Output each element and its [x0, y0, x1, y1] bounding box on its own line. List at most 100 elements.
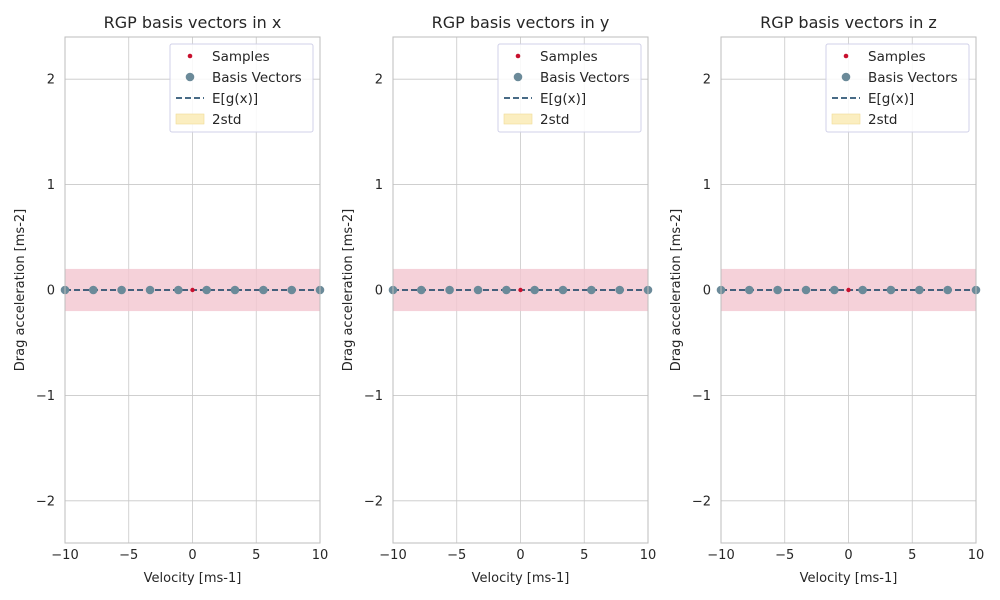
- legend: Samples Basis Vectors E[g(x)] 2std: [169, 43, 314, 133]
- basis-vector-point: [259, 285, 268, 295]
- plot-frame: [720, 36, 977, 544]
- subplot-title: RGP basis vectors in y: [432, 13, 610, 32]
- y-tick-label: 0: [703, 284, 711, 299]
- legend-band-swatch: [503, 113, 533, 125]
- plot-frame: [392, 36, 649, 544]
- basis-vector-point: [915, 285, 924, 295]
- sample-point: [190, 287, 195, 293]
- legend-samples-marker: [187, 53, 193, 59]
- legend-label: Basis Vectors: [540, 70, 630, 86]
- basis-vector-point: [502, 285, 511, 295]
- basis-vector-point: [558, 285, 568, 295]
- basis-vector-point: [858, 285, 867, 295]
- basis-vector-point: [417, 285, 426, 295]
- legend-basis-marker: [841, 72, 851, 82]
- x-tick-label: −5: [119, 548, 138, 563]
- x-tick-label: 5: [908, 548, 916, 563]
- legend-box: [497, 43, 642, 133]
- x-tick-label: 5: [252, 548, 260, 563]
- y-tick-label: 2: [375, 73, 383, 88]
- legend-label: 2std: [868, 112, 898, 128]
- y-tick-label: 1: [47, 178, 55, 193]
- y-axis-label: Drag acceleration [ms-2]: [13, 209, 28, 371]
- legend-box: [169, 43, 314, 133]
- x-tick-label: 10: [640, 548, 657, 563]
- basis-vector-point: [287, 285, 296, 295]
- basis-vector-point: [473, 285, 483, 295]
- x-axis-label: Velocity [ms-1]: [472, 571, 570, 586]
- legend-label: Samples: [540, 49, 598, 65]
- y-tick-label: −1: [36, 389, 55, 404]
- legend-label: Samples: [212, 49, 270, 65]
- legend-label: Basis Vectors: [212, 70, 302, 86]
- y-tick-label: −1: [692, 389, 711, 404]
- basis-vector-point: [530, 285, 539, 295]
- y-tick-label: 2: [703, 73, 711, 88]
- legend-label: 2std: [212, 112, 242, 128]
- legend-samples-marker: [515, 53, 521, 59]
- y-axis-label: Drag acceleration [ms-2]: [341, 209, 356, 371]
- y-tick-label: 0: [375, 284, 383, 299]
- legend-label: E[g(x)]: [540, 91, 586, 107]
- legend-label: E[g(x)]: [212, 91, 258, 107]
- y-tick-label: 1: [375, 178, 383, 193]
- y-tick-label: −2: [364, 494, 383, 509]
- x-tick-label: −10: [707, 548, 734, 563]
- basis-vector-point: [773, 285, 782, 295]
- y-tick-label: −1: [364, 389, 383, 404]
- basis-vector-point: [117, 285, 126, 295]
- basis-vector-point: [830, 285, 839, 295]
- basis-vector-point: [587, 285, 596, 295]
- y-tick-label: 1: [703, 178, 711, 193]
- y-tick-label: −2: [36, 494, 55, 509]
- x-tick-label: 10: [312, 548, 329, 563]
- basis-vector-point: [445, 285, 454, 295]
- y-tick-label: −2: [692, 494, 711, 509]
- plot-frame: [64, 36, 321, 544]
- basis-vector-point: [145, 285, 155, 295]
- basis-vector-point: [615, 285, 624, 295]
- subplot-title: RGP basis vectors in z: [760, 13, 937, 32]
- legend-basis-marker: [513, 72, 523, 82]
- x-axis-label: Velocity [ms-1]: [800, 571, 898, 586]
- sample-point: [846, 287, 851, 293]
- basis-vector-point: [89, 285, 98, 295]
- basis-vector-point: [202, 285, 211, 295]
- x-tick-label: 0: [516, 548, 524, 563]
- sample-point: [518, 287, 523, 293]
- basis-vector-point: [943, 285, 952, 295]
- legend-label: Basis Vectors: [868, 70, 958, 86]
- x-tick-label: −5: [775, 548, 794, 563]
- y-axis-label: Drag acceleration [ms-2]: [669, 209, 684, 371]
- x-tick-label: 0: [844, 548, 852, 563]
- x-tick-label: 10: [968, 548, 985, 563]
- y-tick-label: 0: [47, 284, 55, 299]
- basis-vector-point: [886, 285, 896, 295]
- basis-vector-point: [801, 285, 811, 295]
- x-tick-label: −10: [379, 548, 406, 563]
- x-tick-label: −10: [51, 548, 78, 563]
- legend: Samples Basis Vectors E[g(x)] 2std: [825, 43, 970, 133]
- legend-band-swatch: [831, 113, 861, 125]
- legend-label: Samples: [868, 49, 926, 65]
- y-tick-label: 2: [47, 73, 55, 88]
- legend-band-swatch: [175, 113, 205, 125]
- legend-box: [825, 43, 970, 133]
- subplot-title: RGP basis vectors in x: [104, 13, 282, 32]
- legend-label: 2std: [540, 112, 570, 128]
- legend-samples-marker: [843, 53, 849, 59]
- x-tick-label: −5: [447, 548, 466, 563]
- legend: Samples Basis Vectors E[g(x)] 2std: [497, 43, 642, 133]
- x-tick-label: 5: [580, 548, 588, 563]
- x-tick-label: 0: [188, 548, 196, 563]
- x-axis-label: Velocity [ms-1]: [144, 571, 242, 586]
- basis-vector-point: [230, 285, 240, 295]
- legend-label: E[g(x)]: [868, 91, 914, 107]
- basis-vector-point: [174, 285, 183, 295]
- basis-vector-point: [745, 285, 754, 295]
